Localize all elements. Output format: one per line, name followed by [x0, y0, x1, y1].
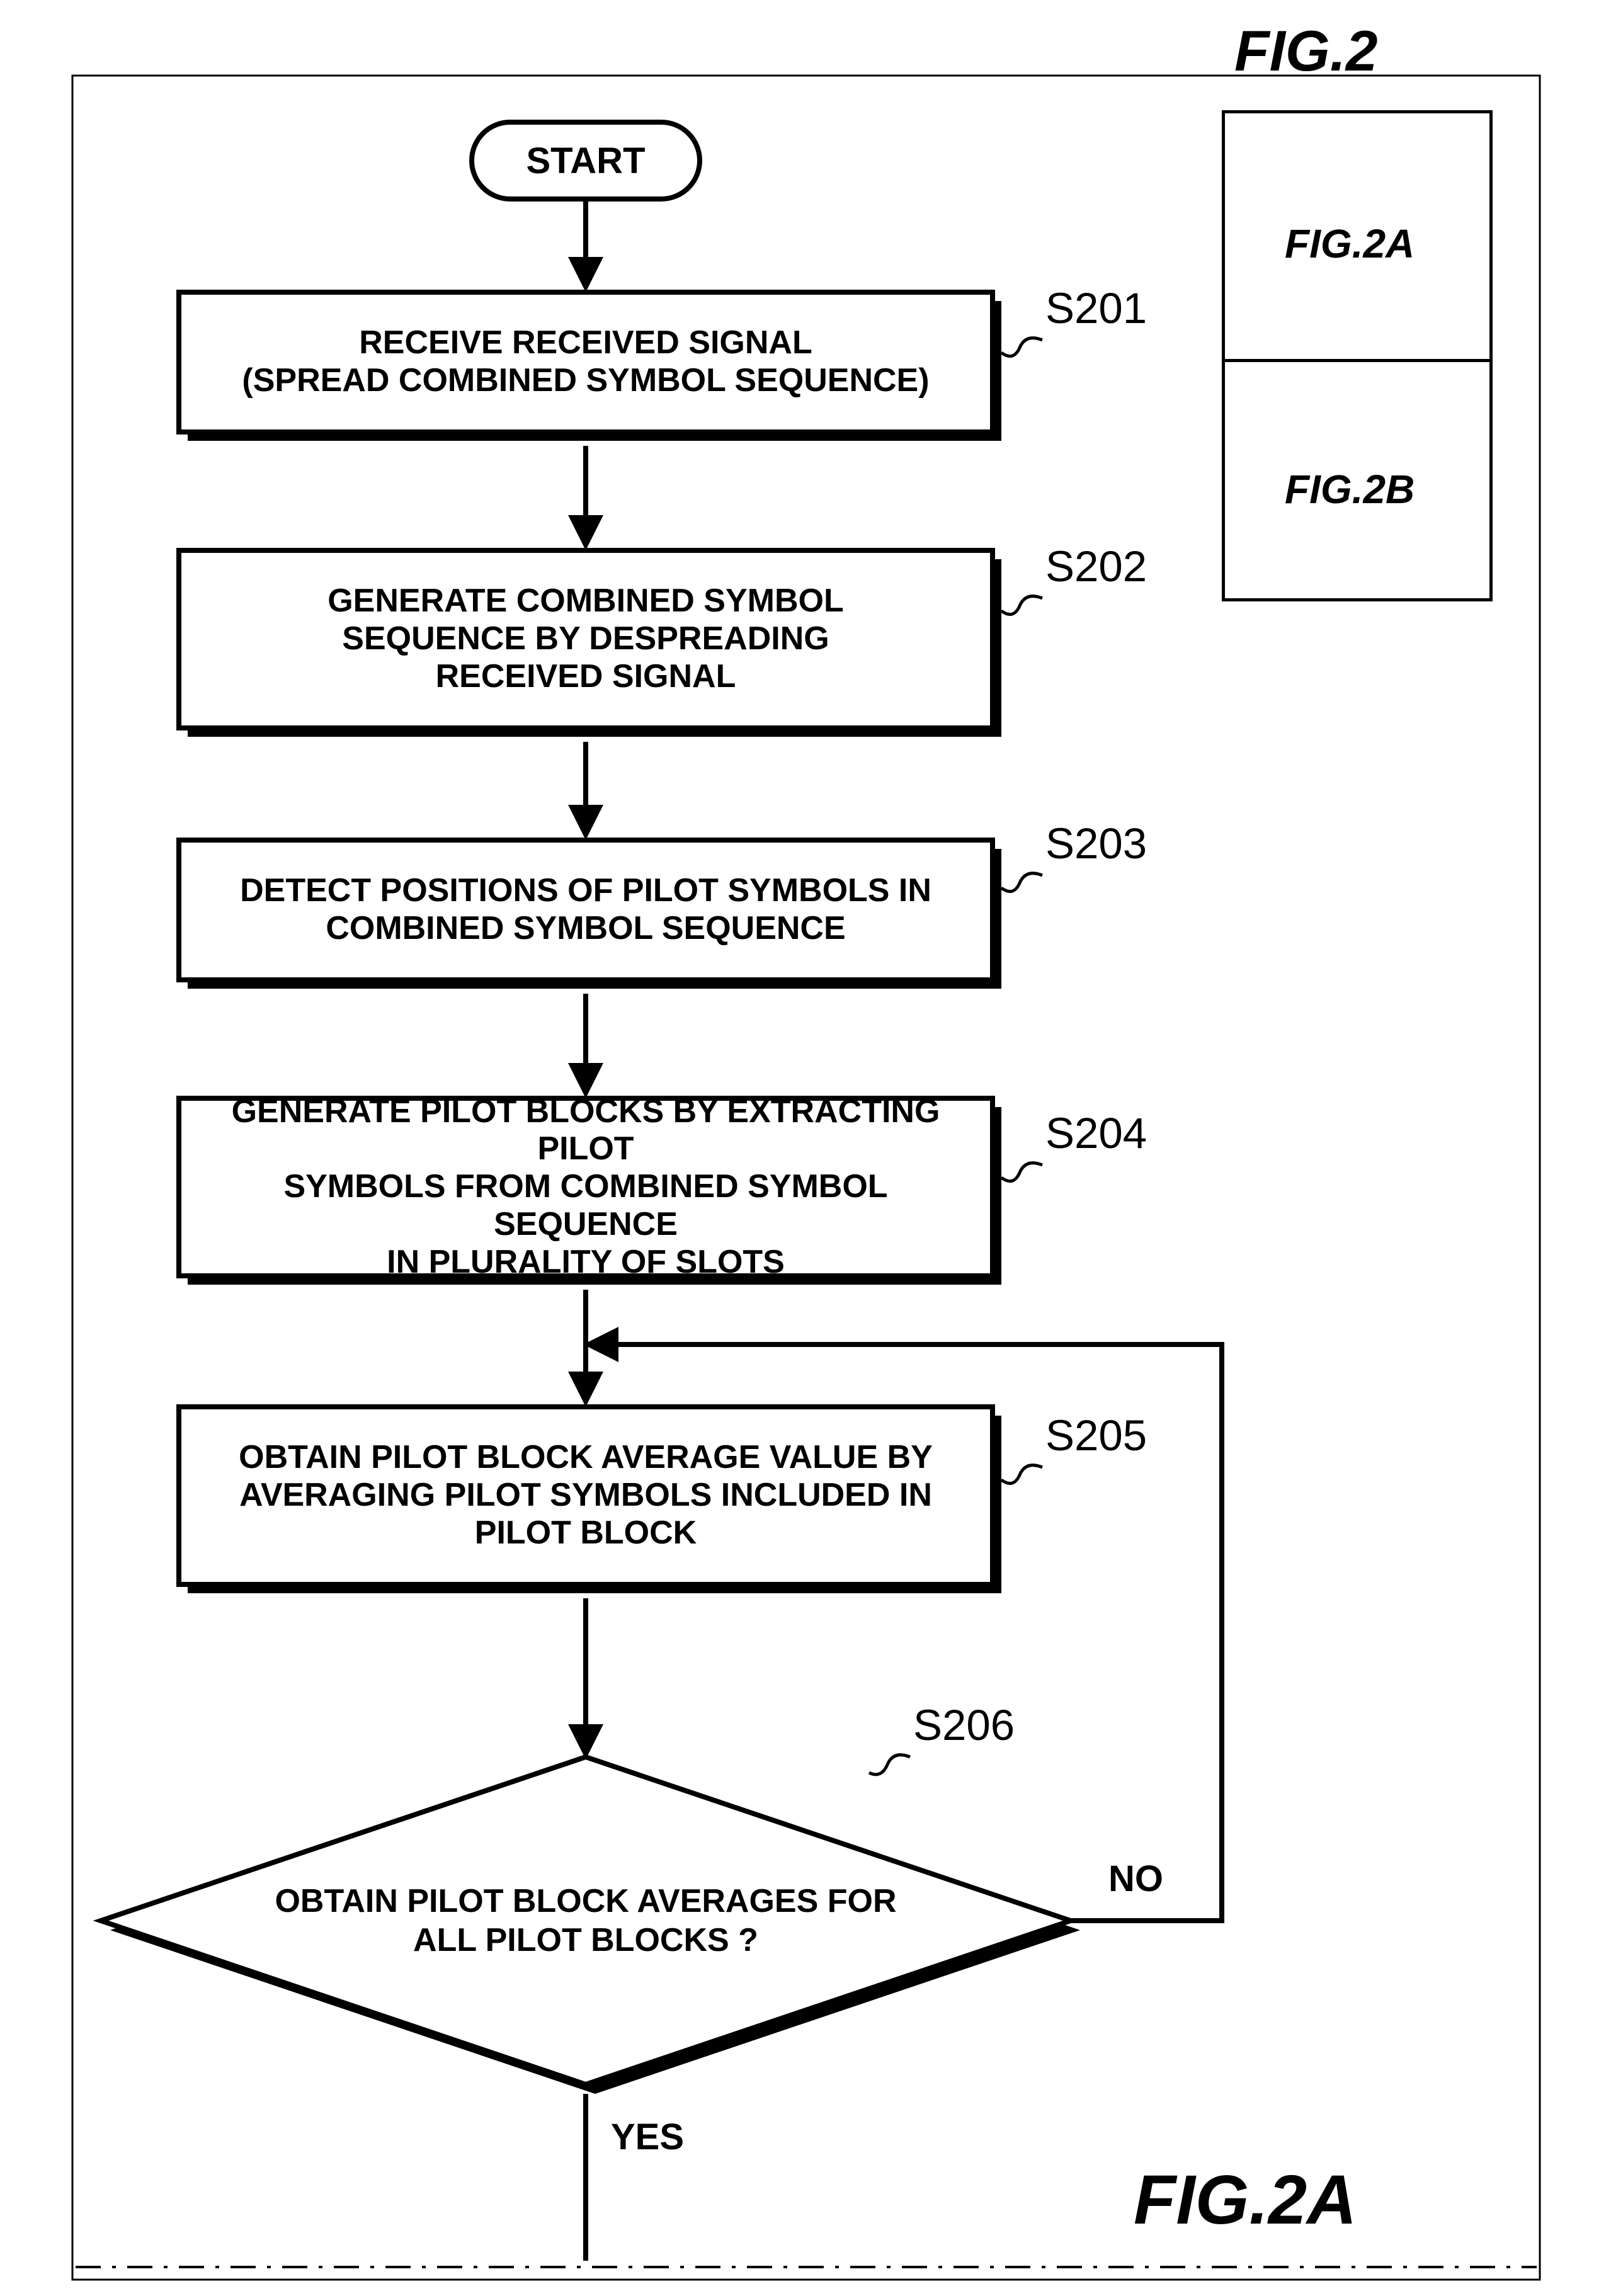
edge-label-no: NO — [1108, 1858, 1163, 1900]
step-label-s206: S206 — [913, 1700, 1015, 1750]
step-label-s203: S203 — [1045, 819, 1147, 868]
process-s202-text: GENERATE COMBINED SYMBOL SEQUENCE BY DES… — [327, 583, 844, 695]
terminator-start-label: START — [526, 140, 645, 182]
process-s202: GENERATE COMBINED SYMBOL SEQUENCE BY DES… — [176, 548, 995, 730]
process-s201-text: RECEIVE RECEIVED SIGNAL (SPREAD COMBINED… — [242, 324, 929, 400]
figure-title-bottom: FIG.2A — [1134, 2160, 1357, 2240]
step-label-s204: S204 — [1045, 1108, 1147, 1158]
step-label-s202: S202 — [1045, 542, 1147, 591]
process-s201: RECEIVE RECEIVED SIGNAL (SPREAD COMBINED… — [176, 290, 995, 435]
process-s205: OBTAIN PILOT BLOCK AVERAGE VALUE BY AVER… — [176, 1404, 995, 1587]
decision-s206: OBTAIN PILOT BLOCK AVERAGES FOR ALL PILO… — [101, 1757, 1071, 2084]
process-s204-text: GENERATE PILOT BLOCKS BY EXTRACTING PILO… — [200, 1093, 971, 1282]
figure-legend-box — [1222, 110, 1493, 601]
edge-label-yes: YES — [611, 2116, 684, 2158]
decision-s206-text: OBTAIN PILOT BLOCK AVERAGES FOR ALL PILO… — [275, 1882, 896, 1960]
process-s203-text: DETECT POSITIONS OF PILOT SYMBOLS IN COM… — [240, 872, 931, 948]
process-s204: GENERATE PILOT BLOCKS BY EXTRACTING PILO… — [176, 1096, 995, 1278]
terminator-start: START — [469, 120, 702, 202]
figure-legend-divider — [1225, 359, 1489, 362]
process-s203: DETECT POSITIONS OF PILOT SYMBOLS IN COM… — [176, 838, 995, 982]
step-label-s201: S201 — [1045, 283, 1147, 333]
figure-title-top: FIG.2 — [1234, 19, 1378, 84]
step-label-s205: S205 — [1045, 1411, 1147, 1460]
process-s205-text: OBTAIN PILOT BLOCK AVERAGE VALUE BY AVER… — [239, 1439, 933, 1552]
figure-legend-lower: FIG.2B — [1285, 466, 1415, 513]
figure-legend-upper: FIG.2A — [1285, 220, 1415, 267]
